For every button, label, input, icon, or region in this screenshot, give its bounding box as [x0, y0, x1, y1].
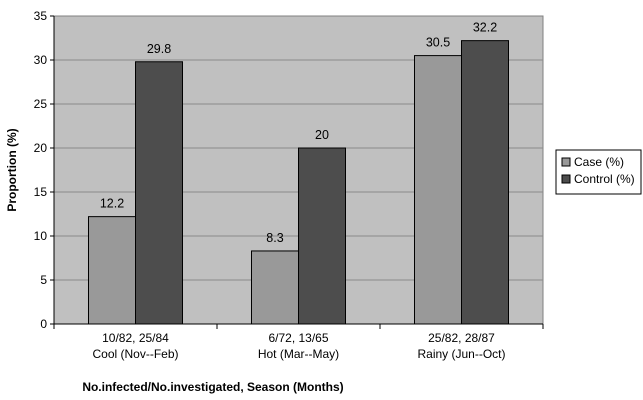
x-tick-label: Rainy (Jun--Oct): [417, 347, 505, 361]
y-tick-label: 20: [34, 141, 48, 155]
bar: [251, 250, 299, 325]
legend-label: Control (%): [574, 172, 635, 186]
legend-swatch: [561, 157, 571, 167]
y-tick-label: 15: [34, 185, 48, 199]
x-tick-label: 10/82, 25/84: [102, 331, 169, 345]
data-label: 12.2: [100, 197, 124, 211]
data-label: 8.3: [266, 231, 283, 245]
y-axis-title: Proportion (%): [5, 128, 19, 211]
data-label: 20: [315, 128, 329, 142]
legend-label: Case (%): [574, 155, 624, 169]
bar: [135, 61, 183, 325]
y-tick-label: 30: [34, 53, 48, 67]
y-tick-label: 35: [34, 9, 48, 23]
x-tick-label: 6/72, 13/65: [268, 331, 328, 345]
x-tick-label: Hot (Mar--May): [258, 347, 339, 361]
data-label: 30.5: [426, 36, 450, 50]
data-label: 32.2: [473, 21, 497, 35]
y-tick-label: 5: [40, 273, 47, 287]
bar: [414, 55, 462, 325]
x-tick-label: 25/82, 28/87: [428, 331, 495, 345]
legend-swatch: [561, 174, 571, 184]
y-tick-label: 0: [40, 317, 47, 331]
bar: [88, 216, 136, 325]
x-tick-label: Cool (Nov--Feb): [92, 347, 178, 361]
y-tick-label: 10: [34, 229, 48, 243]
bar: [461, 40, 509, 325]
x-axis-title: No.infected/No.investigated, Season (Mon…: [82, 380, 343, 394]
y-tick-label: 25: [34, 97, 48, 111]
data-label: 29.8: [147, 42, 171, 56]
legend-box: [555, 149, 642, 195]
legend: Case (%) Control (%): [555, 149, 642, 195]
bar: [298, 147, 346, 325]
